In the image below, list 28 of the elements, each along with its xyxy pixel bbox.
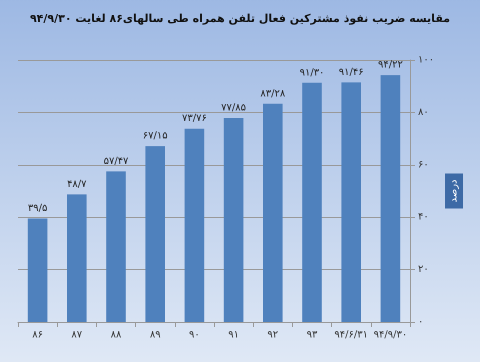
y-tick-label: ۰: [418, 316, 424, 328]
x-tick-label: ۹۴/۹/۳۰: [374, 330, 408, 340]
data-label: ۹۱/۴۶: [338, 66, 364, 78]
data-label: ۴۸/۷: [67, 178, 88, 190]
x-tick-label: ۹۲: [267, 330, 278, 340]
data-label: ۹۴/۲۲: [378, 60, 403, 71]
y-tick-label: ۲۰: [418, 264, 429, 276]
y-tick-label: ۶۰: [418, 159, 429, 170]
data-label: ۶۷/۱۵: [142, 130, 168, 142]
data-label: ۵۷/۴۷: [104, 156, 130, 167]
chart-title: مقایسه ضریب نفوذ مشترکین فعال تلفن همراه طی سالهای۸۶ لغایت ۹۴/۹/۳۰: [30, 12, 450, 25]
x-tick-label: ۹۱: [228, 330, 239, 340]
data-label: ۳۹/۵: [28, 203, 48, 214]
x-tick-label: ۸۹: [150, 330, 161, 340]
x-tick-label: ۸۸: [110, 330, 122, 340]
x-tick-label: ۹۴/۶/۳۱: [334, 330, 368, 340]
y-tick-label: ۸۰: [418, 106, 429, 118]
data-label: ۸۳/۲۸: [260, 88, 286, 100]
x-tick-label: ۹۳: [306, 330, 318, 340]
x-tick-label: ۹۰: [189, 330, 200, 340]
x-tick-label: ۸۶: [32, 330, 43, 340]
y-axis-title: درصد: [448, 179, 460, 203]
y-tick-label: ۱۰۰: [418, 54, 434, 66]
data-label: ۷۳/۷۶: [182, 113, 207, 124]
data-label: ۷۷/۸۵: [221, 102, 246, 114]
data-label: ۹۱/۳۰: [300, 67, 324, 78]
y-tick-label: ۴۰: [418, 212, 429, 223]
x-tick-label: ۸۷: [71, 330, 83, 340]
